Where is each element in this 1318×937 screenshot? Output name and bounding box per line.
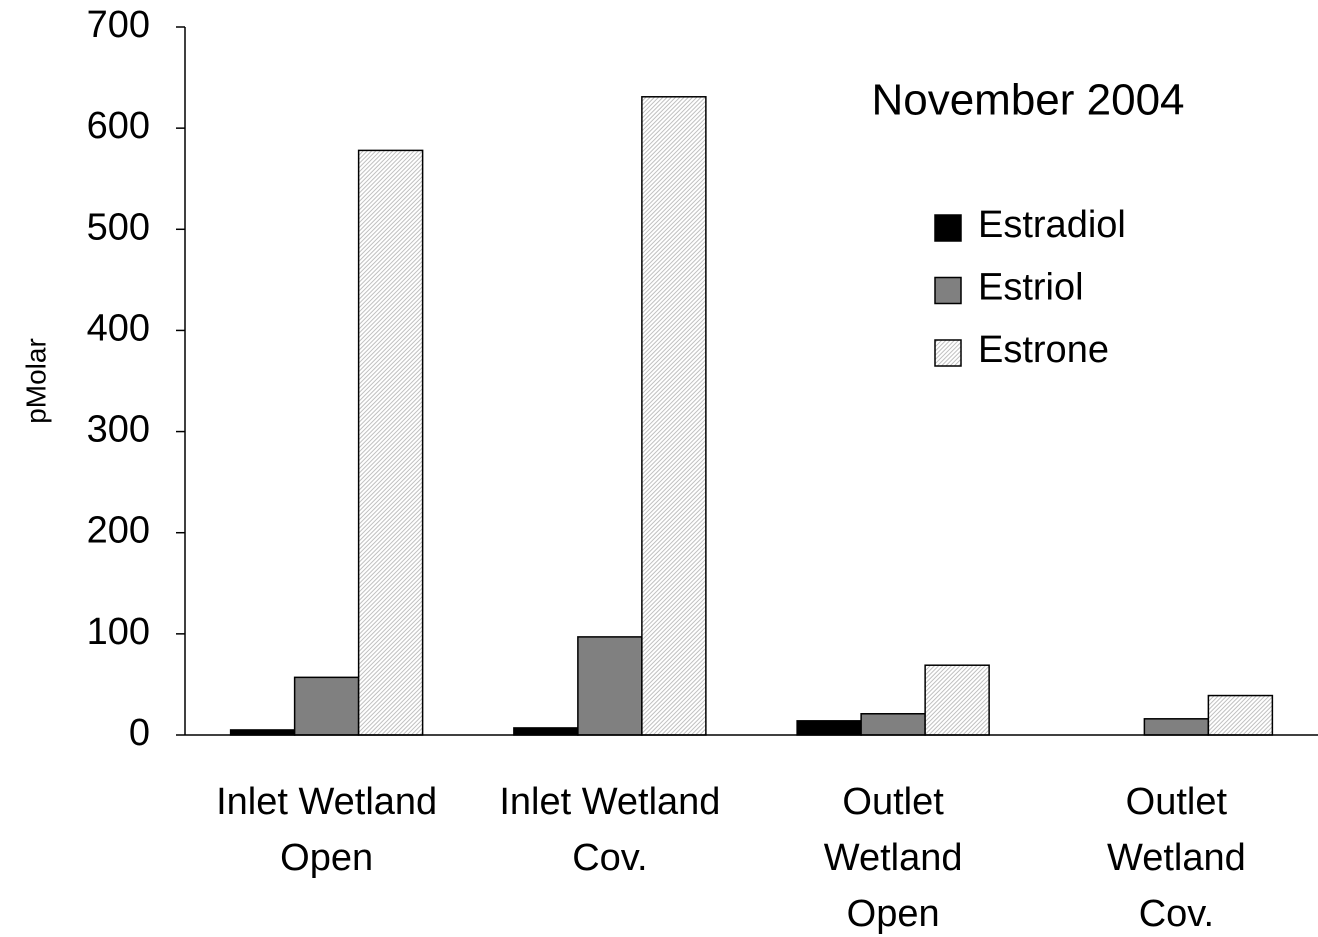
bar <box>860 713 926 736</box>
y-tick-label: 400 <box>87 307 150 349</box>
y-axis-label: pMolar <box>20 338 51 424</box>
legend-swatch <box>934 339 962 367</box>
legend-swatch <box>934 214 962 242</box>
y-tick-label: 200 <box>87 510 150 552</box>
x-tick-label: Outlet Wetland Cov. <box>1107 781 1246 935</box>
bar <box>1143 718 1210 736</box>
bar <box>229 729 296 736</box>
y-tick-label: 0 <box>129 712 150 754</box>
chart-annotation: November 2004 <box>871 76 1184 125</box>
bar <box>513 727 579 736</box>
bar <box>924 664 990 736</box>
y-tick-label: 600 <box>87 105 150 147</box>
x-tick-label: Inlet Wetland Cov. <box>499 781 721 879</box>
x-tick-label: Inlet Wetland Open <box>216 781 438 879</box>
x-tick-label: Outlet Wetland Open <box>823 781 963 935</box>
bar <box>1207 694 1274 736</box>
legend-label: Estriol <box>978 267 1084 309</box>
legend-swatch <box>934 276 962 305</box>
legend-label: Estradiol <box>978 204 1126 246</box>
bar <box>357 149 424 736</box>
y-tick-label: 700 <box>87 4 150 46</box>
legend-label: Estrone <box>978 329 1109 371</box>
y-tick-label: 300 <box>87 409 150 451</box>
bar <box>796 720 862 736</box>
y-tick-label: 100 <box>87 611 150 653</box>
bar <box>641 96 707 736</box>
y-tick-label: 500 <box>87 206 150 248</box>
bar <box>577 636 643 736</box>
bar <box>293 676 360 736</box>
